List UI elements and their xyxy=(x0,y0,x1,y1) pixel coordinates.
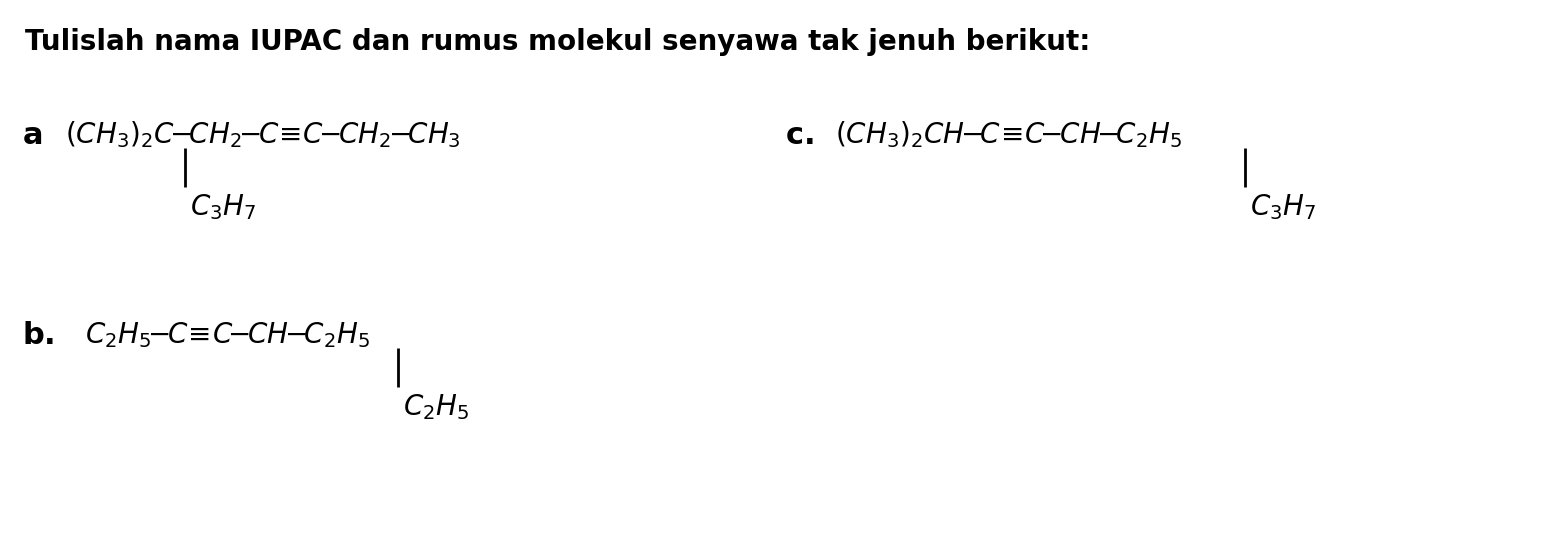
Text: $C_3H_7$: $C_3H_7$ xyxy=(190,192,256,222)
Text: $(CH_3)_2C\!\!-\!\!CH_2\!\!-\!\!C\!\equiv\! C\!\!-\!\!CH_2\!\!-\!\!CH_3$: $(CH_3)_2C\!\!-\!\!CH_2\!\!-\!\!C\!\equi… xyxy=(65,120,461,151)
Text: $\mathbf{c.}$: $\mathbf{c.}$ xyxy=(785,121,813,150)
Text: $\mathbf{a}$: $\mathbf{a}$ xyxy=(22,121,42,150)
Text: $(CH_3)_2CH\!\!-\!\!C\!\equiv\! C\!\!-\!\!CH\!\!-\!\!C_2H_5$: $(CH_3)_2CH\!\!-\!\!C\!\equiv\! C\!\!-\!… xyxy=(835,120,1182,151)
Text: $C_2H_5$: $C_2H_5$ xyxy=(403,392,469,422)
Text: $C_2H_5\!\!-\!\!C\!\equiv\! C\!\!-\!\!CH\!\!-\!\!C_2H_5$: $C_2H_5\!\!-\!\!C\!\equiv\! C\!\!-\!\!CH… xyxy=(85,320,370,350)
Text: $\mathbf{b.}$: $\mathbf{b.}$ xyxy=(22,321,54,349)
Text: Tulislah nama IUPAC dan rumus molekul senyawa tak jenuh berikut:: Tulislah nama IUPAC dan rumus molekul se… xyxy=(25,28,1091,56)
Text: $C_3H_7$: $C_3H_7$ xyxy=(1250,192,1316,222)
